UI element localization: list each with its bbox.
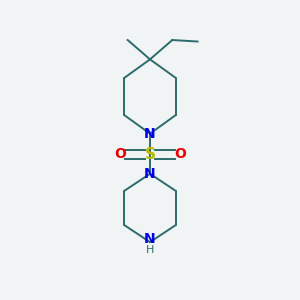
Text: O: O <box>174 148 186 161</box>
Text: N: N <box>144 232 156 246</box>
Text: N: N <box>144 127 156 141</box>
Text: O: O <box>114 148 126 161</box>
Text: S: S <box>145 147 155 162</box>
Text: N: N <box>144 167 156 181</box>
Text: H: H <box>146 244 154 255</box>
